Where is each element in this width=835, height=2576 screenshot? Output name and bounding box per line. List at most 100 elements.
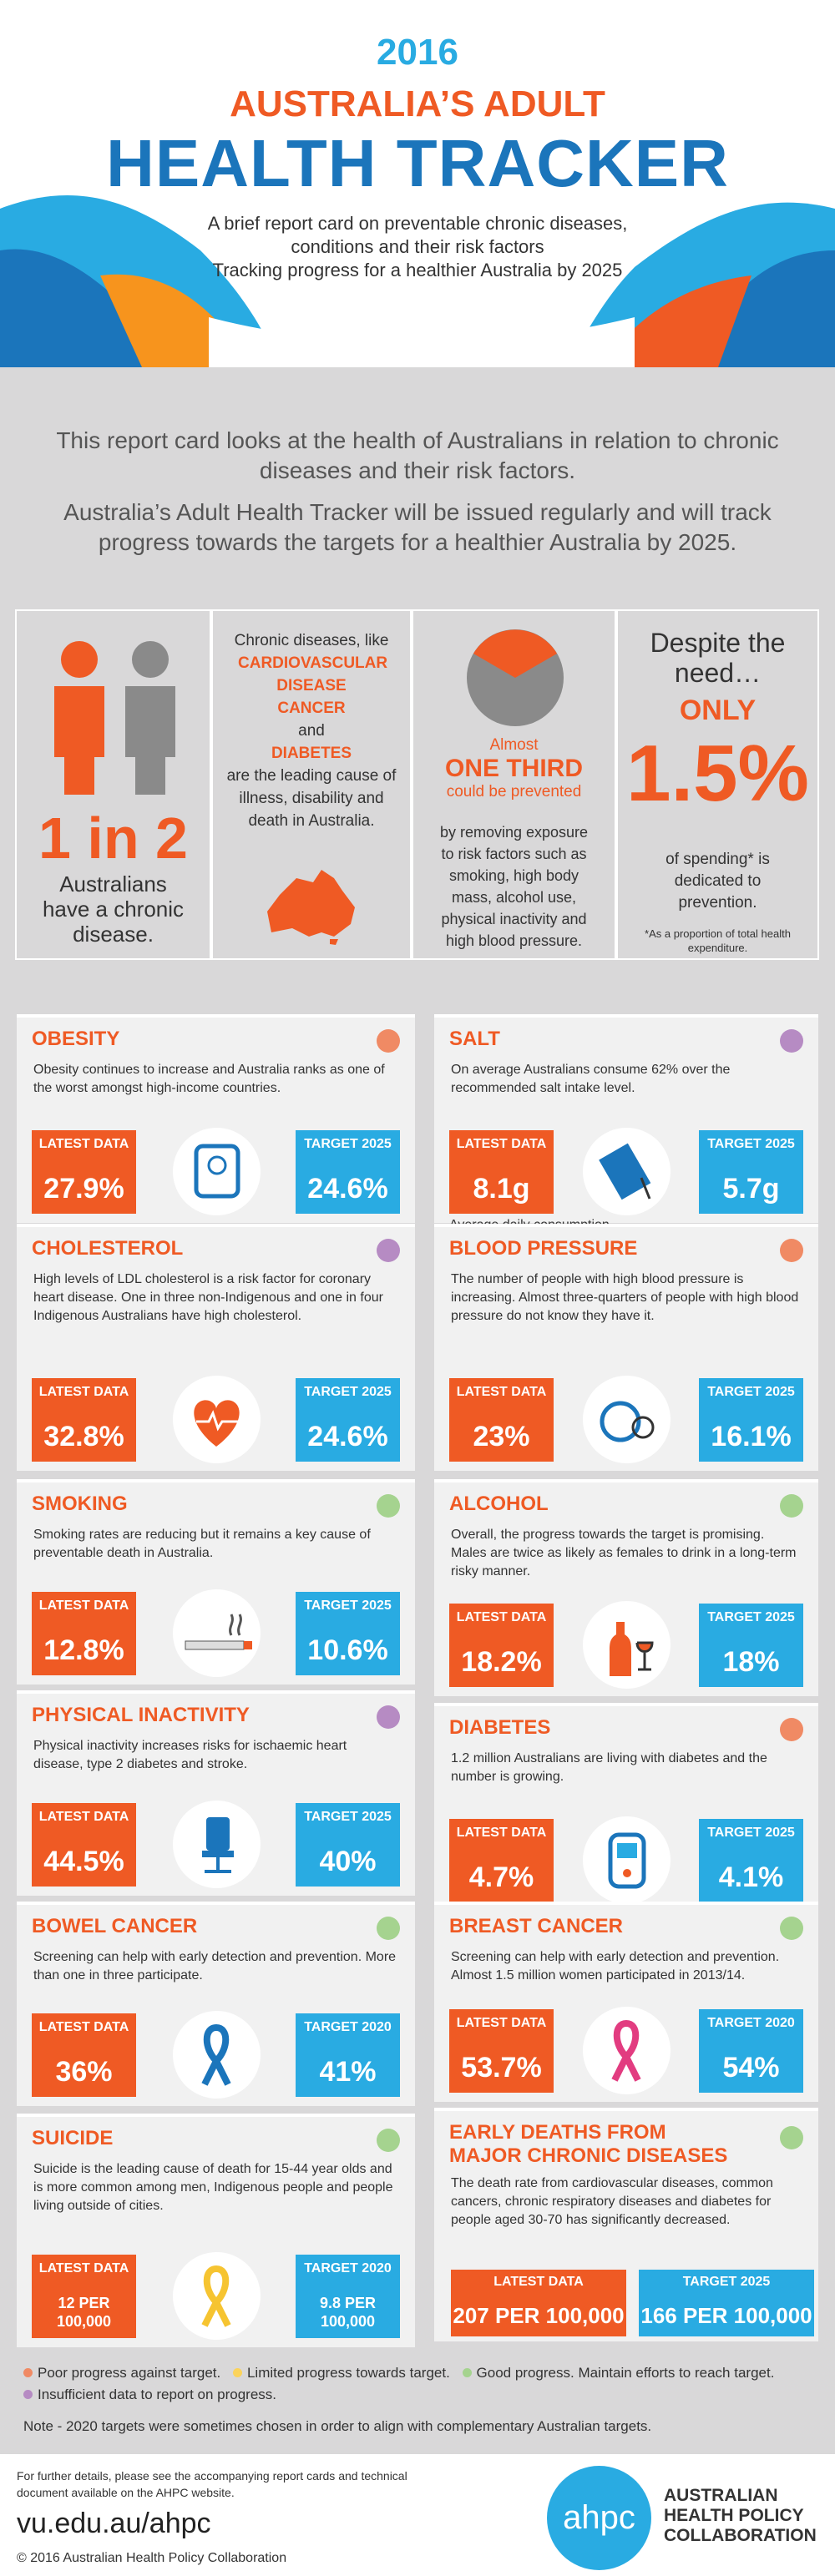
target-box: TARGET 2025 18% (699, 1604, 803, 1687)
target-label: TARGET 2025 (296, 1378, 400, 1407)
legend-good: Good progress. Maintain efforts to reach… (476, 2365, 775, 2381)
card-description: Overall, the progress towards the target… (451, 1528, 797, 1578)
latest-data-box: LATEST DATA 23% (449, 1378, 554, 1462)
target-label: TARGET 2025 (699, 1819, 803, 1847)
org-line-2: HEALTH POLICY (664, 2506, 804, 2525)
latest-data-box: LATEST DATA 8.1g (449, 1130, 554, 1214)
target-label: TARGET 2025 (296, 1803, 400, 1831)
target-value: 16.1% (699, 1407, 803, 1462)
card-title: OBESITY (32, 1028, 120, 1050)
target-value: 9.8 PER 100,000 (296, 2283, 400, 2338)
card-description: On average Australians consume 62% over … (451, 1063, 731, 1095)
latest-data-box: LATEST DATA 18.2% (449, 1604, 554, 1687)
target-value: 18% (699, 1632, 803, 1687)
header-wave-decoration (0, 195, 835, 367)
latest-data-box: LATEST DATA 53.7% (449, 2009, 554, 2093)
latest-data-label: LATEST DATA (449, 1130, 554, 1159)
chronic-lead: Chronic diseases, like (234, 632, 389, 649)
one-in-two-text: Australians have a chronic disease. (42, 871, 185, 947)
legend-poor: Poor progress against target. (38, 2365, 221, 2381)
progress-dot (780, 1917, 803, 1940)
intro-paragraph-2: Australia’s Adult Health Tracker will be… (63, 499, 772, 555)
card-title: DIABETES (449, 1716, 551, 1739)
ahpc-logo-text: ahpc (563, 2499, 635, 2536)
chronic-diabetes: DIABETES (271, 745, 352, 762)
target-box: TARGET 2020 41% (296, 2013, 400, 2097)
card-title: BREAST CANCER (449, 1915, 624, 1937)
latest-data-box: LATEST DATA 32.8% (32, 1378, 136, 1462)
card-obesity: OBESITY Obesity continues to increase an… (17, 1014, 415, 1223)
spending-only: ONLY (679, 695, 757, 726)
cigarette-icon (172, 1589, 261, 1677)
australia-map-icon (267, 870, 355, 945)
latest-data-value: 207 PER 100,000 (451, 2295, 626, 2336)
stat-one-in-two: 1 in 2 Australians have a chronic diseas… (15, 609, 211, 960)
pink-ribbon-icon (583, 2007, 671, 2094)
latest-data-box: LATEST DATA 12.8% (32, 1592, 136, 1675)
latest-data-label: LATEST DATA (449, 1378, 554, 1407)
target-value: 5.7g (699, 1159, 803, 1214)
stat-spending: Despite the need… ONLY 1.5% of spending*… (616, 609, 819, 960)
legend-dot-poor (23, 2368, 33, 2377)
header-subtitle: A brief report card on preventable chron… (0, 212, 835, 282)
latest-data-label: LATEST DATA (449, 2009, 554, 2038)
card-description: Suicide is the leading cause of death fo… (33, 2162, 393, 2213)
latest-data-box: LATEST DATA 36% (32, 2013, 136, 2097)
target-box: TARGET 2025 40% (296, 1803, 400, 1887)
target-value: 4.1% (699, 1847, 803, 1902)
card-title: PHYSICAL INACTIVITY (32, 1704, 250, 1726)
target-label: TARGET 2025 (699, 1378, 803, 1407)
card-title: SALT (449, 1028, 500, 1050)
card-description: High levels of LDL cholesterol is a risk… (33, 1272, 383, 1323)
target-box: TARGET 2025 166 PER 100,000 (639, 2270, 814, 2336)
footer-url[interactable]: vu.edu.au/ahpc (17, 2508, 211, 2539)
card-description: Screening can help with early detection … (33, 1950, 397, 1983)
chronic-cancer: CANCER (277, 700, 346, 717)
heart-icon (172, 1376, 261, 1463)
latest-data-label: LATEST DATA (451, 2270, 626, 2295)
target-value: 24.6% (296, 1407, 400, 1462)
progress-dot (377, 1917, 400, 1940)
card-description: Physical inactivity increases risks for … (33, 1739, 347, 1771)
progress-dot (780, 1029, 803, 1053)
target-label: TARGET 2025 (699, 1130, 803, 1159)
latest-data-value: 53.7% (449, 2038, 554, 2093)
progress-dot (377, 1239, 400, 1262)
people-icon (54, 641, 175, 795)
latest-data-value: 4.7% (449, 1847, 554, 1902)
legend: Poor progress against target. Limited pr… (23, 2362, 817, 2437)
subtitle-line-2: conditions and their risk factors (291, 236, 544, 257)
latest-data-value: 18.2% (449, 1632, 554, 1687)
progress-dot (377, 1029, 400, 1053)
intro-text: This report card looks at the health of … (33, 426, 802, 558)
blue-ribbon-icon (172, 2011, 261, 2099)
org-line-1: AUSTRALIAN (664, 2486, 778, 2505)
org-line-3: COLLABORATION (664, 2526, 817, 2545)
one-third-prevented: could be prevented (446, 783, 582, 801)
card-salt: SALT On average Australians consume 62% … (434, 1014, 818, 1232)
latest-data-label: LATEST DATA (32, 2013, 136, 2042)
card-title: CHOLESTEROL (32, 1237, 184, 1260)
latest-data-box: LATEST DATA 27.9% (32, 1130, 136, 1214)
target-value: 41% (296, 2042, 400, 2097)
progress-dot (780, 1239, 803, 1262)
card-description: The number of people with high blood pre… (451, 1272, 799, 1323)
card-description: The death rate from cardiovascular disea… (451, 2176, 773, 2227)
card-bowel-cancer: BOWEL CANCER Screening can help with ear… (17, 1902, 415, 2106)
latest-data-value: 32.8% (32, 1407, 136, 1462)
one-third-figure: ONE THIRD (445, 755, 583, 782)
header: 2016 AUSTRALIA’S ADULT HEALTH TRACKER A … (0, 0, 835, 367)
latest-data-value: 27.9% (32, 1159, 136, 1214)
one-in-two-figure: 1 in 2 (38, 806, 188, 871)
spending-text: of spending* is dedicated to prevention. (665, 851, 770, 912)
title-line-1: AUSTRALIA’S ADULT (230, 83, 605, 124)
glucometer-icon (583, 1816, 671, 1904)
progress-dot (780, 1718, 803, 1741)
card-suicide: SUICIDE Suicide is the leading cause of … (17, 2114, 415, 2347)
card-cholesterol: CHOLESTEROL High levels of LDL cholester… (17, 1224, 415, 1471)
spending-figure: 1.5% (626, 729, 809, 818)
subtitle-line-3: Tracking progress for a healthier Austra… (212, 260, 623, 280)
latest-data-value: 12.8% (32, 1620, 136, 1675)
card-description: Obesity continues to increase and Austra… (33, 1063, 385, 1095)
target-box: TARGET 2025 4.1% (699, 1819, 803, 1902)
